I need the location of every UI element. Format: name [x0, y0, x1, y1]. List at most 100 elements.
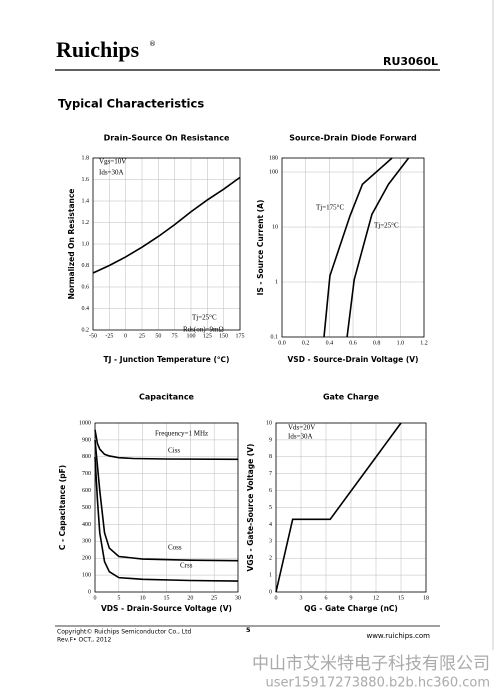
x-tick-label: 50 [155, 333, 161, 339]
x-tick-label: 0.8 [373, 340, 381, 346]
section-title: Typical Characteristics [58, 97, 204, 111]
data-line [275, 422, 402, 593]
registered-mark: ® [149, 40, 156, 48]
annotation: Ids=30A [99, 169, 124, 177]
chart-title: Source-Drain Diode Forward [289, 134, 417, 143]
website: www.ruichips.com [366, 632, 430, 640]
x-tick-label: 125 [203, 333, 212, 339]
x-tick-label: 15 [398, 595, 404, 601]
watermark-url: user15917273880.b2b.hc360.com [266, 676, 490, 691]
data-line [346, 157, 410, 338]
plot-frame [281, 157, 425, 338]
y-tick-label: 0.1 [271, 334, 279, 340]
annotation: Tj=25°C [192, 314, 217, 322]
chart-title: Capacitance [139, 393, 195, 402]
x-tick-label: 15 [164, 595, 170, 601]
series-label: Crss [180, 562, 193, 570]
y-tick-label: 1.0 [82, 241, 90, 247]
data-line [323, 157, 393, 338]
y-tick-label: 1000 [79, 420, 91, 426]
watermark-company: 中山市艾米特电子科技有限公司 [252, 654, 490, 674]
y-tick-label: 600 [82, 488, 91, 494]
x-tick-label: 9 [350, 595, 353, 601]
x-tick-label: 1.2 [420, 340, 428, 346]
x-tick-label: 5 [117, 595, 120, 601]
data-line [94, 439, 239, 562]
y-tick-label: 1 [269, 572, 272, 578]
y-tick-label: 0.2 [82, 327, 90, 333]
y-tick-label: 10 [272, 224, 278, 230]
plot-frame [92, 157, 241, 331]
y-tick-label: 1 [275, 279, 278, 285]
y-tick-label: 1.8 [82, 155, 90, 161]
y-tick-label: 400 [82, 522, 91, 528]
x-tick-label: 25 [211, 595, 217, 601]
x-axis-label: QG - Gate Charge (nC) [304, 604, 398, 613]
y-tick-label: 4 [269, 522, 272, 528]
y-tick-label: 0.6 [82, 284, 90, 290]
x-tick-label: 0.0 [278, 340, 286, 346]
x-tick-label: -25 [105, 333, 113, 339]
x-tick-label: 0.6 [349, 340, 357, 346]
y-axis-label: VGS - Gate-Source Voltage (V) [246, 444, 255, 572]
y-tick-label: 9 [269, 437, 272, 443]
y-tick-label: 1.4 [82, 198, 90, 204]
chart-title: Gate Charge [323, 393, 380, 402]
y-tick-label: 500 [82, 505, 91, 511]
data-line [92, 176, 241, 274]
y-tick-label: 6 [269, 488, 272, 494]
logo: Ruichips [56, 37, 140, 62]
y-tick-label: 100 [269, 169, 278, 175]
x-tick-label: 100 [187, 333, 196, 339]
plot-frame [275, 422, 427, 593]
y-axis-label: IS - Source Current (A) [256, 200, 265, 296]
y-tick-label: 0.8 [82, 263, 90, 269]
x-tick-label: 25 [139, 333, 145, 339]
y-tick-label: 3 [269, 539, 272, 545]
page-number: 5 [246, 626, 251, 634]
x-tick-label: 0 [94, 595, 97, 601]
x-tick-label: 0.4 [326, 340, 334, 346]
y-tick-label: 1.6 [82, 177, 90, 183]
y-tick-label: 800 [82, 454, 91, 460]
data-line [94, 456, 239, 582]
x-tick-label: 6 [325, 595, 328, 601]
y-tick-label: 0 [269, 589, 272, 595]
x-axis-label: TJ - Junction Temperature (℃) [104, 355, 230, 364]
y-tick-label: 10 [266, 420, 272, 426]
y-tick-label: 300 [82, 539, 91, 545]
x-tick-label: 3 [300, 595, 303, 601]
x-tick-label: 20 [187, 595, 193, 601]
annotation: Vds=20V [288, 424, 315, 432]
x-tick-label: 18 [423, 595, 429, 601]
y-tick-label: 200 [82, 556, 91, 562]
x-tick-label: 75 [172, 333, 178, 339]
y-axis-label: C - Capacitance (pF) [58, 465, 67, 550]
data-line [94, 429, 239, 461]
x-tick-label: -50 [89, 333, 97, 339]
x-tick-label: 12 [373, 595, 379, 601]
annotation: Vgs=10V [99, 158, 126, 166]
x-tick-label: 30 [235, 595, 241, 601]
x-tick-label: 10 [140, 595, 146, 601]
series-label: Ciss [168, 447, 180, 455]
x-tick-label: 0 [275, 595, 278, 601]
y-tick-label: 1.2 [82, 220, 90, 226]
series-label: Tj=25°C [374, 222, 399, 230]
annotation: Frequency=1 MHz [155, 430, 208, 438]
y-tick-label: 8 [269, 454, 272, 460]
y-axis-label: Normalized On Resistance [67, 189, 76, 300]
y-tick-label: 0 [88, 589, 91, 595]
y-tick-label: 900 [82, 437, 91, 443]
x-axis-label: VSD - Source-Drain Voltage (V) [287, 355, 418, 364]
chart-title: Drain-Source On Resistance [104, 134, 230, 143]
revision: Rev.F• OCT., 2012 [57, 637, 112, 644]
y-tick-label: 7 [269, 471, 272, 477]
x-tick-label: 150 [219, 333, 228, 339]
x-axis-label: VDS - Drain-Source Voltage (V) [101, 604, 232, 613]
y-tick-label: 180 [269, 155, 278, 161]
y-tick-label: 700 [82, 471, 91, 477]
x-tick-label: 175 [236, 333, 245, 339]
x-tick-label: 0.2 [302, 340, 310, 346]
